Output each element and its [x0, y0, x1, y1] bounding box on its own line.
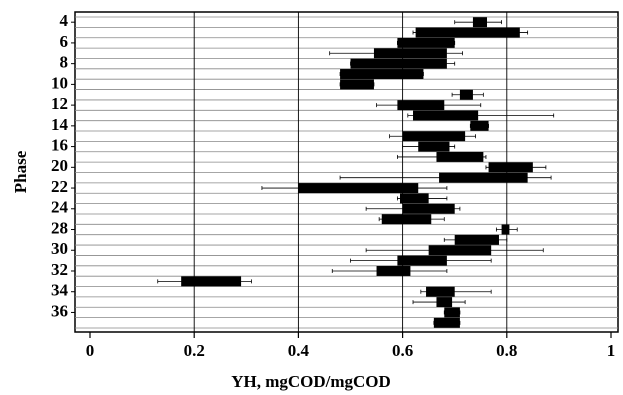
- bar: [439, 172, 528, 183]
- bar: [415, 27, 520, 38]
- bar: [399, 193, 429, 204]
- bar: [298, 183, 419, 194]
- bar: [418, 141, 450, 152]
- y-tick-label: 16: [51, 135, 68, 154]
- bar: [376, 266, 411, 276]
- bar: [402, 131, 466, 142]
- bar: [436, 151, 484, 162]
- y-tick-label: 22: [51, 177, 68, 196]
- y-tick-label: 12: [51, 94, 68, 113]
- y-axis-label: Phase: [11, 150, 30, 193]
- bar: [181, 276, 242, 287]
- bar: [433, 317, 460, 328]
- bar: [413, 110, 479, 121]
- bar: [488, 162, 533, 173]
- x-tick-label: 0.2: [184, 341, 205, 360]
- bar: [501, 224, 510, 235]
- y-tick-label: 28: [51, 218, 68, 237]
- y-tick-label: 10: [51, 73, 68, 92]
- x-tick-label: 0.4: [288, 341, 310, 360]
- bar: [340, 69, 424, 79]
- bar: [470, 120, 489, 131]
- bar: [428, 245, 492, 256]
- y-tick-label: 8: [60, 53, 69, 72]
- x-tick-label: 1: [607, 341, 616, 360]
- y-tick-label: 14: [51, 115, 69, 134]
- bar: [454, 234, 499, 245]
- x-tick-label: 0: [86, 341, 95, 360]
- y-tick-label: 4: [60, 11, 69, 30]
- y-tick-label: 34: [51, 281, 69, 300]
- y-tick-label: 20: [51, 156, 68, 175]
- bar: [472, 17, 488, 28]
- x-axis-label: YH, mgCOD/mgCOD: [231, 372, 391, 391]
- y-tick-label: 36: [51, 301, 68, 320]
- bar: [350, 58, 447, 69]
- bar: [436, 297, 453, 308]
- y-tick-label: 30: [51, 239, 68, 258]
- bar: [381, 214, 432, 225]
- bar: [397, 37, 455, 48]
- bar: [397, 100, 445, 111]
- bar: [402, 203, 455, 214]
- bar: [426, 286, 455, 297]
- y-tick-label: 32: [51, 260, 68, 279]
- y-tick-label: 24: [51, 198, 69, 217]
- plot-frame: [74, 11, 619, 333]
- y-tick-label: 6: [60, 32, 69, 51]
- bar: [373, 48, 447, 59]
- bar: [340, 79, 374, 90]
- bar: [444, 307, 460, 318]
- x-tick-label: 0.6: [392, 341, 413, 360]
- x-tick-label: 0.8: [496, 341, 517, 360]
- bar: [397, 255, 447, 266]
- bar: [459, 89, 473, 100]
